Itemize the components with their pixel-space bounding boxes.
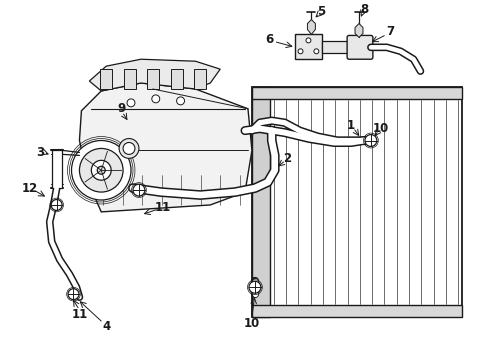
Circle shape <box>68 289 79 300</box>
Text: 7: 7 <box>387 25 395 38</box>
Polygon shape <box>89 59 220 91</box>
Bar <box>252 305 462 317</box>
Text: 10: 10 <box>244 318 260 330</box>
Text: 6: 6 <box>266 33 274 46</box>
Circle shape <box>152 95 160 103</box>
Circle shape <box>298 49 303 54</box>
Circle shape <box>127 99 135 107</box>
Bar <box>252 87 462 99</box>
Circle shape <box>79 148 123 192</box>
Text: 8: 8 <box>360 3 368 16</box>
Circle shape <box>249 281 261 293</box>
Bar <box>124 69 136 89</box>
Circle shape <box>133 184 145 196</box>
Circle shape <box>365 135 377 147</box>
Polygon shape <box>79 83 252 212</box>
Bar <box>252 87 462 317</box>
Circle shape <box>91 160 111 180</box>
Bar <box>195 69 206 89</box>
Circle shape <box>51 199 62 210</box>
Polygon shape <box>355 23 363 37</box>
Bar <box>100 69 112 89</box>
Text: 5: 5 <box>317 5 325 18</box>
Text: 2: 2 <box>284 152 292 165</box>
Bar <box>171 69 183 89</box>
Text: 11: 11 <box>72 307 88 320</box>
Bar <box>147 69 159 89</box>
Text: 9: 9 <box>117 102 125 115</box>
Text: 3: 3 <box>36 146 44 159</box>
Bar <box>294 35 322 59</box>
Text: 12: 12 <box>22 181 38 195</box>
Text: 11: 11 <box>154 202 171 215</box>
Polygon shape <box>307 19 316 35</box>
Circle shape <box>314 49 319 54</box>
Bar <box>252 87 270 317</box>
Text: 4: 4 <box>102 320 110 333</box>
Circle shape <box>98 166 105 174</box>
Circle shape <box>176 97 185 105</box>
Bar <box>322 41 350 53</box>
Bar <box>51 150 62 188</box>
Text: 1: 1 <box>347 119 355 132</box>
Circle shape <box>123 143 135 154</box>
Circle shape <box>306 38 311 43</box>
Circle shape <box>119 139 139 158</box>
Text: 10: 10 <box>373 122 389 135</box>
Circle shape <box>72 140 131 200</box>
FancyBboxPatch shape <box>347 35 373 59</box>
